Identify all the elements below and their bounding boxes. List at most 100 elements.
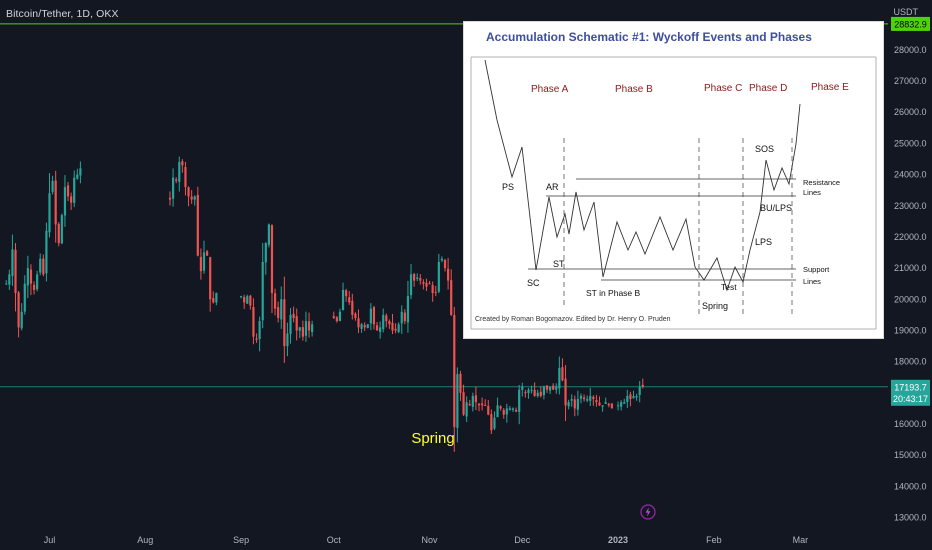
candle bbox=[552, 383, 555, 390]
y-tick-label: 23000.0 bbox=[894, 201, 927, 211]
candle bbox=[66, 181, 70, 202]
candle bbox=[385, 313, 388, 328]
candle bbox=[561, 358, 564, 382]
candle bbox=[341, 282, 345, 311]
candle bbox=[524, 389, 527, 398]
countdown-label: 20:43:17 bbox=[893, 394, 928, 404]
candle bbox=[273, 288, 277, 316]
y-tick-label: 15000.0 bbox=[894, 450, 927, 460]
candle bbox=[332, 311, 335, 320]
candle bbox=[286, 322, 289, 357]
candle bbox=[379, 321, 382, 339]
candle bbox=[202, 240, 206, 274]
high-price-badge: 28832.9 bbox=[891, 16, 930, 31]
candle bbox=[246, 294, 249, 304]
candle bbox=[36, 270, 39, 292]
candle bbox=[42, 254, 45, 277]
candle bbox=[555, 383, 558, 394]
candle bbox=[533, 382, 536, 397]
candle bbox=[307, 312, 311, 338]
candle bbox=[582, 394, 586, 402]
candle bbox=[490, 409, 493, 435]
lightning-icon[interactable] bbox=[640, 504, 656, 520]
phase-c-label: Phase C bbox=[704, 83, 742, 94]
y-tick-label: 21000.0 bbox=[894, 263, 927, 273]
candle bbox=[63, 175, 67, 227]
candle bbox=[196, 186, 199, 257]
y-tick-label: 16000.0 bbox=[894, 419, 927, 429]
support-label-line1: Support bbox=[803, 265, 830, 274]
candle bbox=[391, 313, 394, 335]
candle bbox=[351, 293, 354, 320]
candle bbox=[338, 308, 342, 322]
candle bbox=[508, 405, 512, 411]
symbol-title: Bitcoin/Tether, 1D, OKX bbox=[6, 8, 119, 20]
candle bbox=[416, 273, 419, 282]
candle bbox=[70, 192, 73, 210]
candle bbox=[620, 400, 623, 411]
candle bbox=[610, 403, 613, 409]
candle bbox=[573, 395, 576, 417]
candle bbox=[632, 390, 635, 399]
candle bbox=[604, 397, 607, 404]
candle bbox=[29, 264, 33, 296]
event-st: ST bbox=[553, 259, 565, 269]
x-tick-label: Feb bbox=[706, 535, 722, 545]
candle bbox=[193, 195, 196, 206]
candle bbox=[413, 272, 416, 287]
candle bbox=[462, 384, 465, 417]
x-tick-label: Oct bbox=[327, 535, 342, 545]
candle bbox=[623, 398, 626, 404]
candle bbox=[51, 175, 54, 195]
candle bbox=[335, 316, 338, 323]
candle bbox=[267, 223, 270, 248]
candle bbox=[363, 322, 366, 331]
candle bbox=[57, 222, 60, 247]
candle bbox=[567, 399, 570, 410]
candle bbox=[178, 156, 181, 192]
candle bbox=[542, 385, 545, 400]
y-tick-label: 18000.0 bbox=[894, 357, 927, 367]
event-test: Test bbox=[721, 282, 737, 292]
y-tick-label: 13000.0 bbox=[894, 513, 927, 523]
candle bbox=[477, 403, 481, 412]
event-bu-lps: BU/LPS bbox=[760, 203, 792, 213]
phase-b-label: Phase B bbox=[615, 84, 653, 95]
candle bbox=[375, 322, 379, 331]
candle bbox=[496, 397, 499, 418]
event-sc: SC bbox=[527, 278, 540, 288]
candle bbox=[505, 403, 508, 423]
candle bbox=[502, 407, 505, 419]
candle bbox=[484, 399, 487, 407]
schematic-title: Accumulation Schematic #1: Wyckoff Event… bbox=[486, 30, 812, 44]
candle bbox=[422, 279, 425, 290]
candle bbox=[616, 401, 620, 411]
candle bbox=[589, 387, 592, 407]
candle bbox=[586, 395, 589, 403]
candle bbox=[252, 298, 255, 345]
candle bbox=[576, 390, 579, 416]
candle bbox=[403, 309, 406, 325]
candle bbox=[280, 286, 283, 329]
schematic-credit: Created by Roman Bogomazov. Edited by Dr… bbox=[475, 316, 671, 323]
candle bbox=[468, 399, 471, 406]
candle bbox=[255, 333, 258, 343]
x-tick-label: Sep bbox=[233, 535, 249, 545]
candle bbox=[366, 324, 369, 329]
candle bbox=[369, 303, 372, 331]
candle bbox=[243, 294, 246, 309]
candle bbox=[388, 319, 391, 329]
candle bbox=[295, 308, 298, 341]
candle bbox=[638, 380, 641, 403]
candle bbox=[11, 234, 14, 286]
candle bbox=[397, 322, 400, 334]
candle bbox=[283, 276, 286, 363]
support-label-line2: Lines bbox=[803, 277, 821, 286]
candle bbox=[54, 170, 57, 243]
resistance-label-line2: Lines bbox=[803, 188, 821, 197]
candle bbox=[73, 170, 76, 208]
candle bbox=[301, 320, 304, 341]
event-sos: SOS bbox=[755, 144, 774, 154]
x-tick-label: Nov bbox=[422, 535, 439, 545]
